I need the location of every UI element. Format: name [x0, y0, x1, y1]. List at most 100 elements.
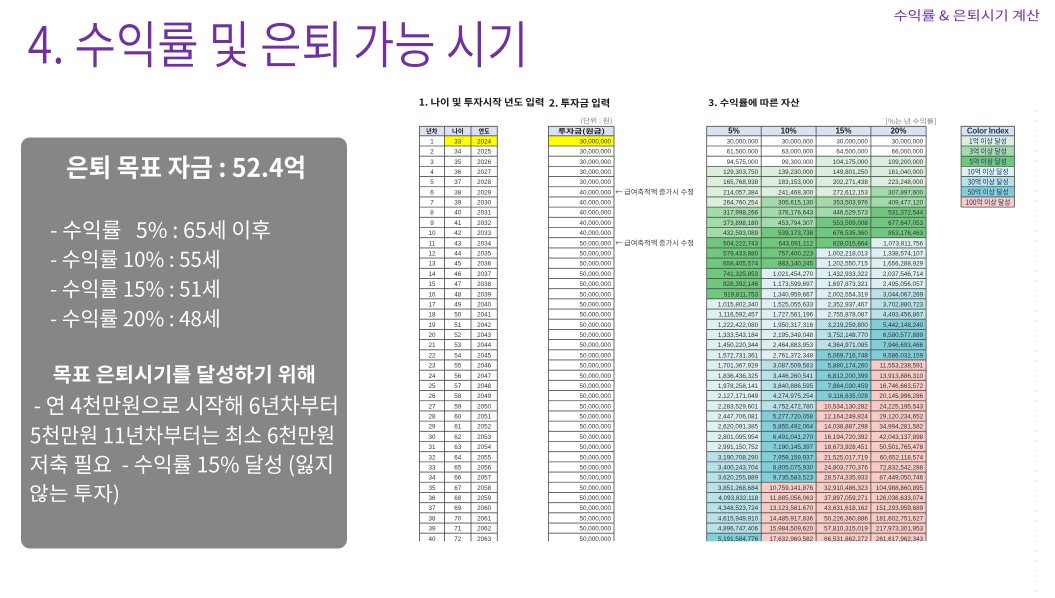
svg-text:50,000,000: 50,000,000: [579, 261, 611, 268]
svg-text:34: 34: [454, 149, 462, 156]
svg-text:43: 43: [454, 240, 462, 247]
svg-text:17,632,960,582: 17,632,960,582: [769, 536, 813, 543]
svg-text:2052: 2052: [477, 424, 492, 431]
svg-text:30,000,000: 30,000,000: [579, 149, 611, 156]
svg-text:50,000,000: 50,000,000: [579, 301, 611, 308]
svg-text:50,000,000: 50,000,000: [579, 383, 611, 390]
svg-text:40,000,000: 40,000,000: [579, 210, 611, 217]
svg-text:149,801,250: 149,801,250: [833, 169, 869, 176]
svg-text:5,855,492,064: 5,855,492,064: [773, 424, 814, 431]
svg-text:16,194,720,392: 16,194,720,392: [824, 434, 868, 441]
svg-text:2,037,546,714: 2,037,546,714: [883, 271, 924, 278]
svg-text:28,574,335,933: 28,574,335,933: [824, 475, 868, 482]
svg-text:5,442,148,240: 5,442,148,240: [883, 322, 924, 329]
svg-text:2053: 2053: [477, 434, 492, 441]
svg-text:43,631,618,162: 43,631,618,162: [824, 505, 868, 512]
svg-text:7: 7: [430, 200, 434, 207]
svg-text:4,364,971,085: 4,364,971,085: [828, 342, 869, 349]
svg-text:42,043,137,898: 42,043,137,898: [879, 434, 923, 441]
svg-text:50,000,000: 50,000,000: [579, 312, 611, 319]
svg-text:373,898,180: 373,898,180: [723, 220, 759, 227]
svg-text:62: 62: [454, 434, 462, 441]
svg-text:1,073,811,756: 1,073,811,756: [883, 240, 923, 247]
svg-text:30,000,000: 30,000,000: [836, 138, 868, 145]
svg-text:8: 8: [430, 210, 434, 217]
svg-text:50,000,000: 50,000,000: [579, 424, 611, 431]
svg-text:181,602,751,627: 181,602,751,627: [876, 515, 924, 522]
svg-text:104,175,000: 104,175,000: [833, 159, 869, 166]
svg-text:3,752,148,770: 3,752,148,770: [828, 332, 869, 339]
svg-text:3,044,067,269: 3,044,067,269: [883, 291, 924, 298]
svg-text:264,760,254: 264,760,254: [723, 200, 759, 207]
svg-text:2042: 2042: [477, 322, 492, 329]
svg-text:66,531,862,272: 66,531,862,272: [824, 536, 868, 543]
svg-text:50,000,000: 50,000,000: [579, 291, 611, 298]
svg-text:919,811,753: 919,811,753: [724, 291, 759, 298]
svg-text:16,746,663,572: 16,746,663,572: [879, 383, 923, 390]
svg-text:2037: 2037: [477, 271, 492, 278]
svg-text:46: 46: [454, 271, 462, 278]
svg-text:3,400,243,704: 3,400,243,704: [718, 464, 759, 471]
svg-text:40,000,000: 40,000,000: [579, 230, 611, 237]
svg-text:50,000,000: 50,000,000: [579, 536, 611, 543]
svg-text:50,000,000: 50,000,000: [579, 464, 611, 471]
svg-text:50,000,000: 50,000,000: [579, 373, 611, 380]
svg-text:4,752,472,780: 4,752,472,780: [773, 403, 814, 410]
svg-text:24,225,195,543: 24,225,195,543: [879, 403, 923, 410]
svg-text:2,755,878,087: 2,755,878,087: [828, 312, 869, 319]
svg-text:539,173,738: 539,173,738: [778, 230, 814, 237]
svg-text:2,195,349,048: 2,195,349,048: [773, 332, 814, 339]
svg-text:23: 23: [428, 363, 436, 370]
svg-text:72: 72: [454, 536, 462, 543]
svg-text:531,372,544: 531,372,544: [888, 210, 924, 217]
svg-text:4: 4: [430, 169, 434, 176]
svg-text:2060: 2060: [477, 505, 492, 512]
svg-text:2036: 2036: [477, 261, 492, 268]
svg-text:14: 14: [428, 271, 436, 278]
svg-text:6: 6: [430, 189, 434, 196]
svg-text:50,000,000: 50,000,000: [579, 515, 611, 522]
svg-text:50: 50: [454, 312, 462, 319]
svg-text:5,277,720,058: 5,277,720,058: [773, 414, 814, 421]
svg-text:10,759,141,876: 10,759,141,876: [769, 485, 813, 492]
svg-text:2030: 2030: [477, 200, 492, 207]
svg-text:30,000,000: 30,000,000: [727, 138, 759, 145]
svg-text:59: 59: [454, 403, 462, 410]
svg-text:42: 42: [454, 230, 462, 237]
svg-text:19: 19: [428, 322, 436, 329]
svg-text:2026: 2026: [477, 159, 492, 166]
svg-text:50,000,000: 50,000,000: [579, 414, 611, 421]
svg-text:261,617,962,343: 261,617,962,343: [876, 536, 924, 543]
svg-text:2041: 2041: [477, 312, 492, 319]
svg-text:1,173,599,697: 1,173,599,697: [773, 281, 814, 288]
svg-text:70: 70: [454, 515, 462, 522]
svg-text:50,000,000: 50,000,000: [579, 475, 611, 482]
svg-text:4,348,523,724: 4,348,523,724: [718, 505, 759, 512]
svg-text:47: 47: [454, 281, 462, 288]
svg-text:2040: 2040: [477, 301, 492, 308]
svg-text:50,000,000: 50,000,000: [579, 526, 611, 533]
svg-text:37: 37: [454, 179, 462, 186]
svg-text:2,620,091,385: 2,620,091,385: [718, 424, 759, 431]
svg-text:31: 31: [428, 444, 436, 451]
svg-text:2,127,171,049: 2,127,171,049: [718, 393, 759, 400]
svg-text:30,000,000: 30,000,000: [579, 159, 611, 166]
svg-text:7,884,030,459: 7,884,030,459: [828, 383, 869, 390]
svg-text:30: 30: [428, 434, 436, 441]
svg-text:50,000,000: 50,000,000: [579, 363, 611, 370]
svg-text:1,202,550,715: 1,202,550,715: [828, 261, 869, 268]
svg-text:55: 55: [454, 363, 462, 370]
svg-text:10%: 10%: [781, 127, 797, 136]
svg-text:2049: 2049: [477, 393, 492, 400]
svg-text:14,485,917,836: 14,485,917,836: [769, 515, 813, 522]
svg-text:50,000,000: 50,000,000: [579, 495, 611, 502]
svg-text:8,805,075,930: 8,805,075,930: [773, 464, 814, 471]
svg-text:1,021,454,270: 1,021,454,270: [773, 271, 814, 278]
svg-text:2051: 2051: [477, 414, 492, 421]
svg-text:9: 9: [430, 220, 434, 227]
svg-text:49: 49: [454, 301, 462, 308]
svg-text:36: 36: [428, 495, 436, 502]
svg-text:50,000,000: 50,000,000: [579, 240, 611, 247]
svg-text:1,727,561,196: 1,727,561,196: [773, 312, 814, 319]
svg-text:677,647,053: 677,647,053: [888, 220, 924, 227]
